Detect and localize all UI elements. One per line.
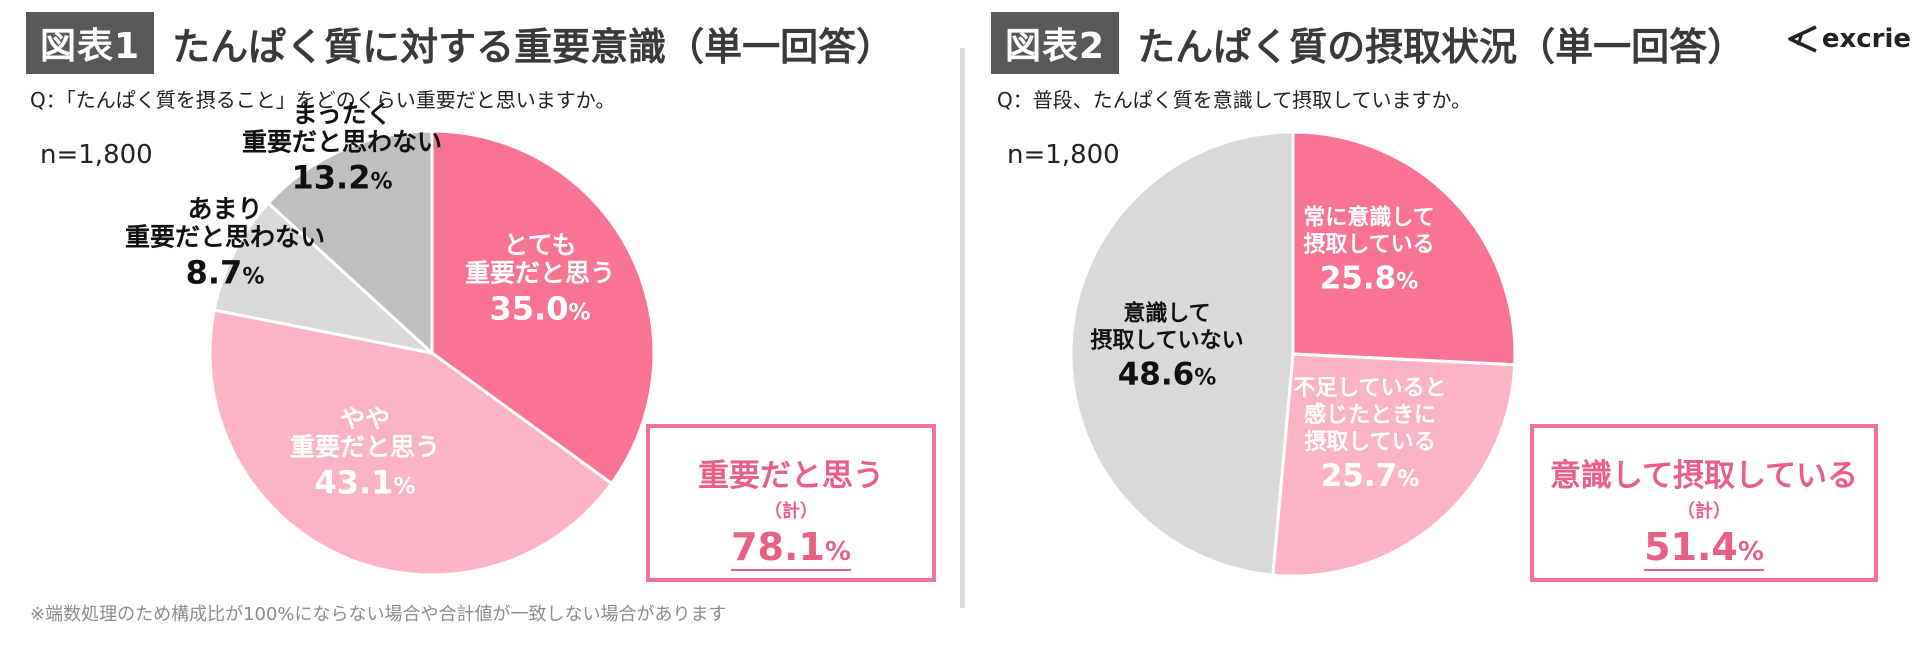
figure-1-total-sub: （計）: [764, 501, 818, 522]
figure-2-question: Q：普段、たんぱく質を意識して摂取していますか。: [997, 88, 1472, 112]
figure-2-title: たんぱく質の摂取状況（単一回答）: [1137, 24, 1746, 69]
figure-2-panel: 図表2 たんぱく質の摂取状況（単一回答） excrie Q：普段、たんぱく質を意…: [985, 0, 1919, 645]
figure-2-slice-2: [1271, 352, 1517, 578]
figure-1-slice-2: [208, 308, 614, 577]
figure-1-slice-1-value: 35.0%: [490, 290, 591, 328]
figure-2-total-box: 意識して摂取している （計） 51.4%: [1530, 424, 1878, 582]
figure-1-sample-size: n=1,800: [40, 140, 153, 170]
figure-1-total-unit: %: [824, 537, 851, 567]
figure-1-total-label: 重要だと思う: [698, 458, 884, 494]
figure-1-slice-3-label-line: 重要だと思わない: [125, 223, 325, 252]
figure-1-total-number: 78.1: [731, 525, 825, 569]
figure-2-total-sub: （計）: [1677, 501, 1731, 522]
figure-1-total-value: 78.1%: [731, 525, 851, 571]
figure-2-slice-1-label-line: 常に意識して: [1303, 204, 1434, 230]
figure-1-slice-1: [430, 129, 656, 486]
figure-1-pie-chart: とても重要だと思う35.0%やや重要だと思う43.1%あまり重要だと思わない8.…: [125, 100, 656, 577]
figure-2-slice-2-value: 25.7%: [1321, 458, 1420, 494]
figure-2-slice-3-label-line: 意識して: [1123, 300, 1210, 326]
figure-2-slice-3: [1069, 130, 1295, 577]
figure-1-slice-1-label-line: とても: [503, 231, 576, 260]
footnote: ※端数処理のため構成比が100%にならない場合や合計値が一致しない場合があります: [30, 604, 727, 625]
figure-1-panel: 図表1 たんぱく質に対する重要意識（単一回答） Q：「たんぱく質を摂ること」をど…: [0, 0, 955, 645]
figure-1-slice-4: [266, 129, 434, 357]
figure-1-slice-4-label-line: まったく: [292, 100, 391, 129]
figure-1-slice-2-label-line: やや: [340, 405, 390, 434]
excrie-logo: excrie: [1786, 24, 1911, 54]
figure-2-slice-3-label-line: 摂取していない: [1090, 327, 1243, 353]
figure-1-slice-3: [212, 200, 437, 356]
figure-2-slice-2-label-line: 不足していると: [1293, 376, 1446, 401]
figure-2-slice-1: [1291, 130, 1517, 367]
figure-2-total-value: 51.4%: [1644, 525, 1764, 571]
figure-1-slice-3-label-line: あまり: [187, 195, 262, 224]
excrie-logo-text: excrie: [1821, 24, 1911, 54]
figure-2-slice-1-label-line: 摂取している: [1303, 231, 1434, 257]
figure-1-slice-2-label-line: 重要だと思う: [290, 433, 440, 462]
figure-2-tag: 図表2: [991, 12, 1120, 74]
figure-1-slice-1-label-line: 重要だと思う: [465, 259, 615, 288]
figure-1-slice-4-value: 13.2%: [292, 159, 393, 197]
figure-1-total-box: 重要だと思う （計） 78.1%: [646, 424, 936, 582]
figure-2-total-unit: %: [1737, 537, 1764, 567]
figure-2-total-number: 51.4: [1644, 525, 1738, 569]
figure-2-slice-2-label-line: 摂取している: [1304, 429, 1435, 455]
figure-1-title: たんぱく質に対する重要意識（単一回答）: [172, 24, 895, 69]
excrie-logo-icon: [1788, 25, 1817, 53]
figure-1-slice-3-value: 8.7%: [186, 254, 265, 292]
figure-1-slice-2-value: 43.1%: [315, 464, 416, 502]
figure-1-title-row: 図表1 たんぱく質に対する重要意識（単一回答）: [26, 12, 894, 74]
figure-1-tag: 図表1: [26, 12, 155, 74]
figure-2-slice-3-value: 48.6%: [1118, 356, 1217, 392]
figure-2-total-label: 意識して摂取している: [1549, 458, 1859, 494]
figure-1-slice-4-label-line: 重要だと思わない: [242, 128, 442, 157]
figure-2-slice-1-value: 25.8%: [1320, 260, 1419, 296]
panel-divider: [960, 48, 965, 608]
figure-2-title-row: 図表2 たんぱく質の摂取状況（単一回答）: [991, 12, 1745, 74]
figure-2-slice-2-label-line: 感じたときに: [1304, 402, 1436, 428]
figure-2-sample-size: n=1,800: [1007, 140, 1120, 170]
figure-1-question: Q：「たんぱく質を摂ること」をどのくらい重要だと思いますか。: [30, 88, 616, 112]
